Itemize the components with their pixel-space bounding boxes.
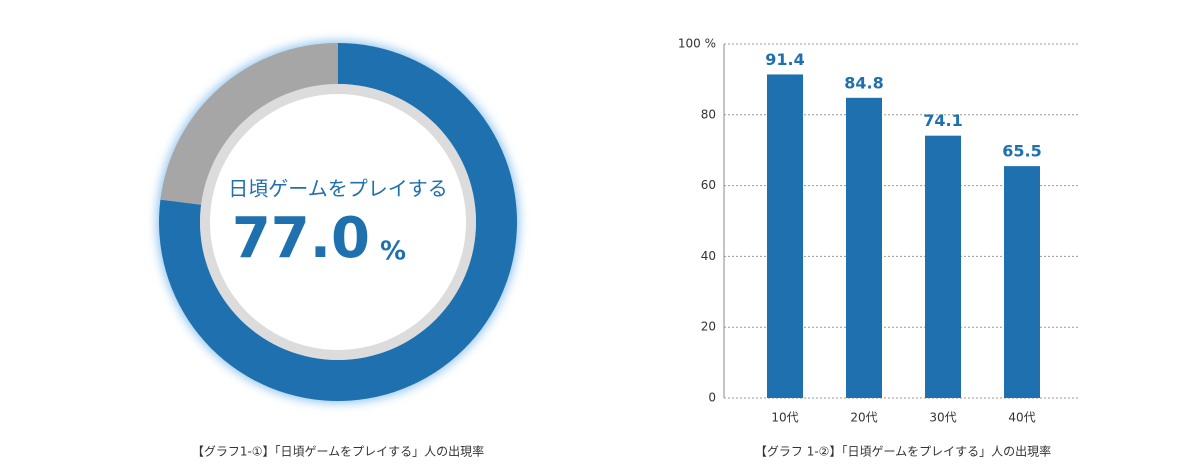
center-label: 日頃ゲームをプレイする	[228, 177, 447, 201]
bar	[767, 74, 803, 398]
value-label: 74.1	[923, 111, 962, 130]
center-value: 77.0	[232, 206, 370, 271]
bar-caption: 【グラフ 1-②】「日頃ゲームをプレイする」人の出現率	[755, 444, 1051, 459]
donut-segment	[160, 42, 338, 205]
value-label: 91.4	[765, 50, 804, 69]
value-label: 84.8	[844, 73, 883, 92]
donut-caption: 【グラフ1-①】「日頃ゲームをプレイする」人の出現率	[192, 444, 484, 459]
bar	[925, 135, 961, 398]
y-tick-label: 80	[701, 107, 716, 121]
y-tick-label: 0	[708, 391, 716, 405]
x-tick-label: 30代	[929, 411, 956, 425]
y-tick-label: 40	[701, 249, 716, 263]
bar	[1004, 166, 1040, 398]
y-tick-label: 20	[701, 320, 716, 334]
value-label: 65.5	[1002, 142, 1041, 161]
y-tick-label: 100 %	[678, 37, 716, 51]
y-tick-label: 60	[701, 178, 716, 192]
donut-hole	[210, 94, 466, 350]
x-tick-label: 10代	[771, 411, 798, 425]
x-tick-label: 40代	[1008, 411, 1035, 425]
center-unit: %	[380, 237, 406, 267]
bar	[846, 97, 882, 399]
x-tick-label: 20代	[850, 411, 877, 425]
